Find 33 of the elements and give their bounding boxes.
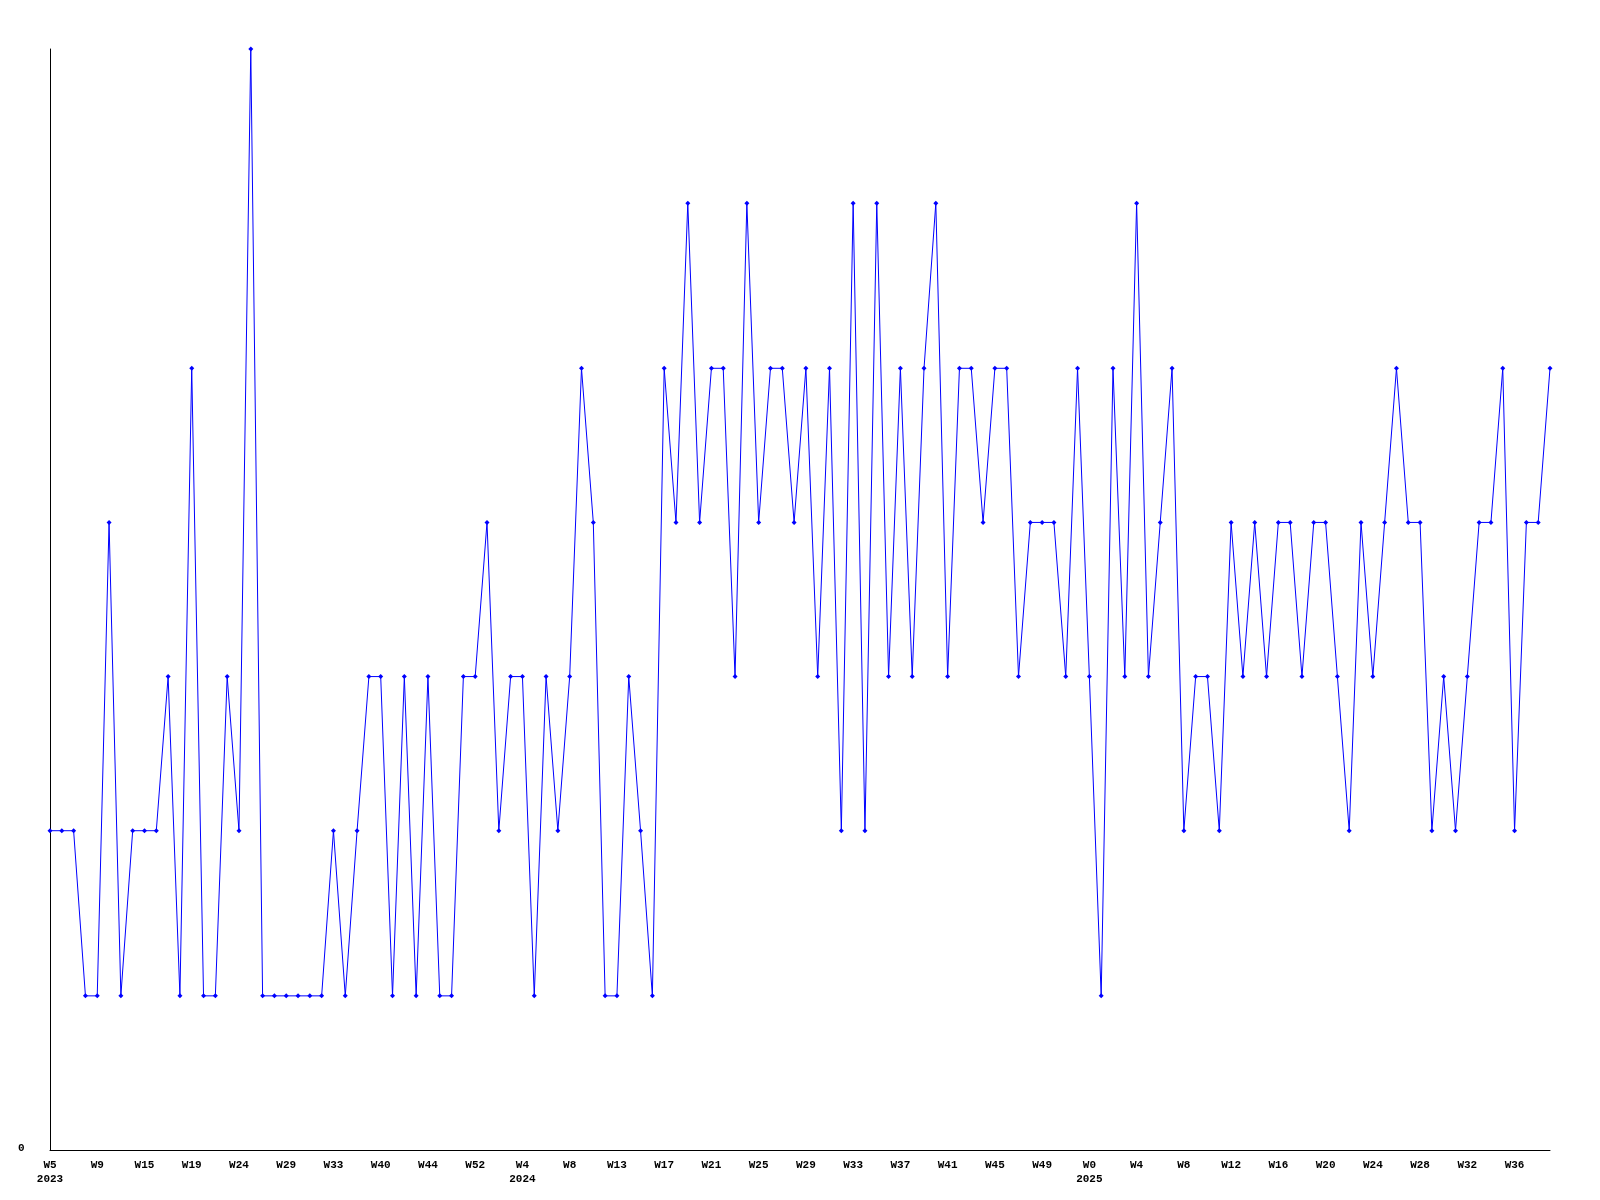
x-tick-label: W32 [1457, 1159, 1478, 1171]
text: 0 [18, 1141, 25, 1154]
x-tick-label: W37 [890, 1159, 911, 1171]
x-tick-label: W44 [418, 1159, 439, 1171]
x-tick-label: W8 [563, 1159, 577, 1171]
x-tick-label: W8 [1177, 1159, 1191, 1171]
x-tick-label: W29 [276, 1159, 297, 1171]
x-tick-label: W16 [1268, 1159, 1289, 1171]
x-tick-label: W5 2023 [36, 1159, 64, 1185]
x-tick-label: W33 [323, 1159, 344, 1171]
x-tick-label: W52 [465, 1159, 486, 1171]
x-tick-label: W21 [701, 1159, 722, 1171]
x-tick-label: W17 [654, 1159, 675, 1171]
x-tick-label: W4 [1130, 1159, 1144, 1171]
x-tick-label: W19 [181, 1159, 202, 1171]
x-tick-label: W29 [796, 1159, 816, 1171]
x-tick-label: W9 [90, 1159, 104, 1171]
x-tick-label: W20 [1315, 1159, 1336, 1171]
x-tick-label: W15 [134, 1159, 155, 1171]
x-tick-label: W40 [370, 1159, 391, 1171]
x-tick-label: W28 [1410, 1159, 1431, 1171]
x-tick-label: W24 [229, 1159, 250, 1171]
x-tick-label: W41 [937, 1159, 958, 1171]
x-tick-label: W33 [843, 1159, 864, 1171]
x-tick-label: W36 [1504, 1159, 1525, 1171]
x-tick-label: W13 [607, 1159, 628, 1171]
x-tick-label: W0 2025 [1076, 1159, 1103, 1185]
x-tick-label: W49 [1032, 1159, 1053, 1171]
x-tick-label: W12 [1221, 1159, 1242, 1171]
x-tick-label: W24 [1362, 1159, 1384, 1171]
x-tick-label: W4 2024 [509, 1159, 537, 1185]
x-tick-label: W25 [748, 1159, 769, 1171]
x-tick-label: W45 [984, 1159, 1006, 1171]
